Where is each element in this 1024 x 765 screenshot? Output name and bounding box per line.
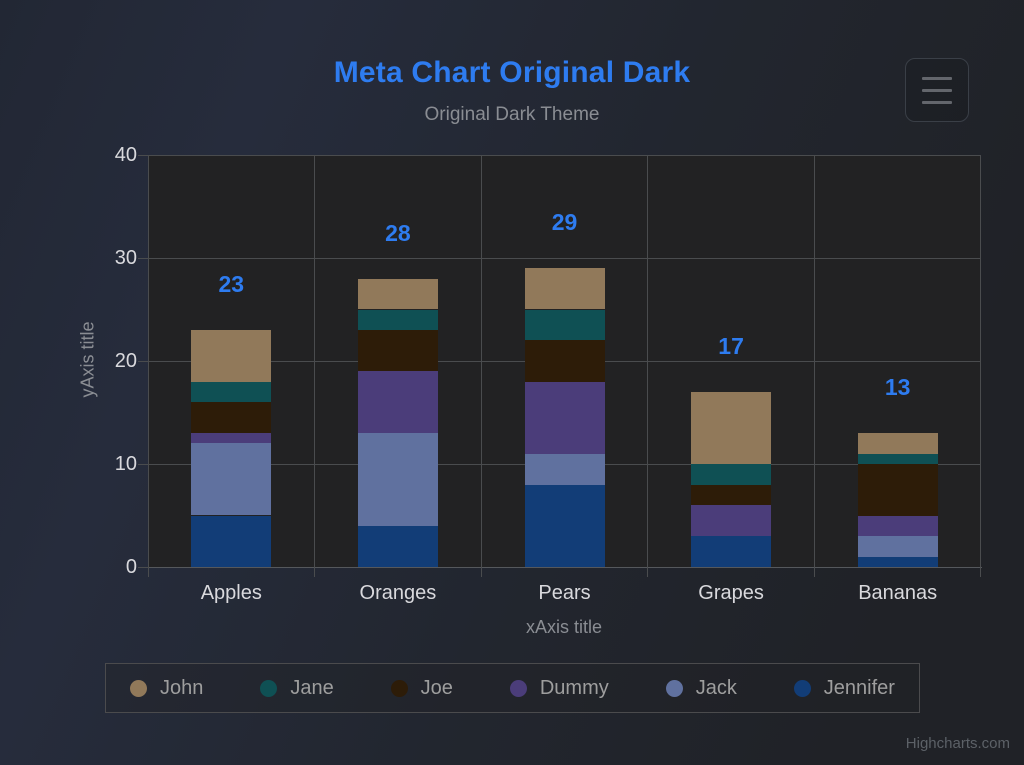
bar-segment-jack[interactable] [857, 536, 938, 557]
bar-segment-jane[interactable] [857, 453, 938, 464]
stack-total-label: 17 [718, 332, 744, 359]
gridline [148, 154, 981, 156]
y-axis-tick [138, 566, 148, 568]
bar-segment-john[interactable] [691, 391, 772, 464]
legend-marker-icon [130, 679, 147, 697]
x-axis-tick [147, 567, 149, 577]
stack-total-label: 29 [551, 209, 578, 236]
x-axis-tick [813, 567, 815, 577]
bar-segment-jennifer[interactable] [191, 515, 272, 567]
chart-title: Meta Chart Original Dark [333, 56, 691, 89]
legend-item-jennifer[interactable]: Jennifer [793, 676, 895, 700]
legend-item-label: John [160, 676, 204, 699]
bar-segment-jack[interactable] [524, 453, 605, 485]
bar-segment-dummy[interactable] [524, 381, 605, 454]
bar-segment-john[interactable] [191, 330, 272, 382]
legend-item-jack[interactable]: Jack [665, 676, 737, 700]
x-axis-tick [647, 567, 649, 577]
bar-segment-joe[interactable] [691, 484, 772, 506]
plot-area [147, 154, 981, 568]
gridline [314, 155, 316, 567]
hamburger-icon [922, 100, 952, 104]
x-axis-category-label: Oranges [359, 582, 437, 604]
y-axis-tick [138, 257, 148, 259]
y-axis-tick [138, 463, 148, 465]
legend-marker-icon [390, 679, 408, 697]
bar-segment-john[interactable] [524, 268, 605, 310]
x-axis-category-label: Bananas [858, 582, 938, 604]
x-axis-tick [480, 567, 482, 577]
legend-item-jane[interactable]: Jane [260, 676, 334, 700]
gridline [480, 155, 482, 567]
bar-segment-jennifer[interactable] [857, 556, 938, 567]
bar-segment-joe[interactable] [524, 340, 605, 382]
bar-segment-jennifer[interactable] [357, 525, 438, 567]
gridline [147, 155, 149, 567]
bar-segment-jack[interactable] [191, 443, 272, 516]
y-axis-label: 40 [114, 144, 137, 166]
legend-marker-icon [260, 679, 278, 697]
highcharts-credits-link[interactable]: Highcharts.com [905, 735, 1010, 752]
bar-segment-jane[interactable] [357, 309, 438, 331]
legend-item-john[interactable]: John [130, 677, 203, 700]
bar-segment-jane[interactable] [191, 381, 272, 403]
legend-marker-icon [509, 679, 527, 697]
x-axis-tick [314, 567, 316, 577]
context-menu-button[interactable] [905, 58, 969, 122]
bar-segment-joe[interactable] [357, 330, 438, 372]
bar-segment-john[interactable] [357, 278, 438, 310]
legend-marker-icon [793, 679, 811, 697]
x-axis-category-label: Grapes [698, 582, 764, 604]
y-axis-label: 20 [114, 350, 137, 372]
y-axis-title: yAxis title [77, 321, 98, 398]
gridline [813, 155, 815, 567]
bar-segment-jennifer[interactable] [524, 484, 605, 567]
y-axis-tick [138, 154, 148, 156]
bar-segment-dummy[interactable] [857, 515, 938, 537]
gridline [647, 155, 649, 567]
bar-segment-dummy[interactable] [691, 505, 772, 537]
y-axis-label: 10 [114, 453, 137, 475]
bar-segment-jennifer[interactable] [691, 536, 772, 567]
legend-item-label: Joe [420, 676, 453, 699]
legend-marker-icon [665, 679, 683, 697]
x-axis-tick [979, 567, 981, 577]
gridline [148, 257, 981, 259]
legend-item-label: Jack [695, 676, 737, 699]
x-axis-line [148, 567, 982, 568]
bar-segment-joe[interactable] [191, 402, 272, 434]
x-axis-category-label: Pears [538, 582, 591, 604]
stack-total-label: 28 [385, 219, 411, 246]
bar-segment-joe[interactable] [857, 464, 938, 516]
hamburger-icon [922, 88, 952, 92]
bar-segment-john[interactable] [857, 433, 938, 454]
legend-item-label: Jane [290, 676, 334, 699]
legend-item-label: Jennifer [823, 676, 895, 699]
bar-segment-jack[interactable] [357, 433, 438, 526]
gridline [979, 155, 981, 567]
bar-segment-jane[interactable] [691, 464, 772, 485]
y-axis-tick [138, 360, 148, 362]
hamburger-icon [922, 76, 952, 80]
bar-segment-jane[interactable] [524, 309, 605, 341]
bar-segment-dummy[interactable] [191, 433, 272, 444]
legend-item-label: Dummy [539, 676, 609, 699]
y-axis-label: 0 [125, 556, 137, 578]
legend-item-joe[interactable]: Joe [390, 676, 453, 700]
stack-total-label: 13 [884, 374, 911, 401]
chart-subtitle: Original Dark Theme [424, 104, 600, 125]
bar-segment-dummy[interactable] [357, 371, 438, 434]
legend-item-dummy[interactable]: Dummy [509, 676, 609, 700]
y-axis-label: 30 [114, 247, 137, 269]
stack-total-label: 23 [218, 271, 245, 298]
legend: John Jane Joe Dummy Jack Jennifer [105, 663, 920, 713]
x-axis-title: xAxis title [525, 617, 603, 637]
x-axis-category-label: Apples [200, 582, 262, 604]
